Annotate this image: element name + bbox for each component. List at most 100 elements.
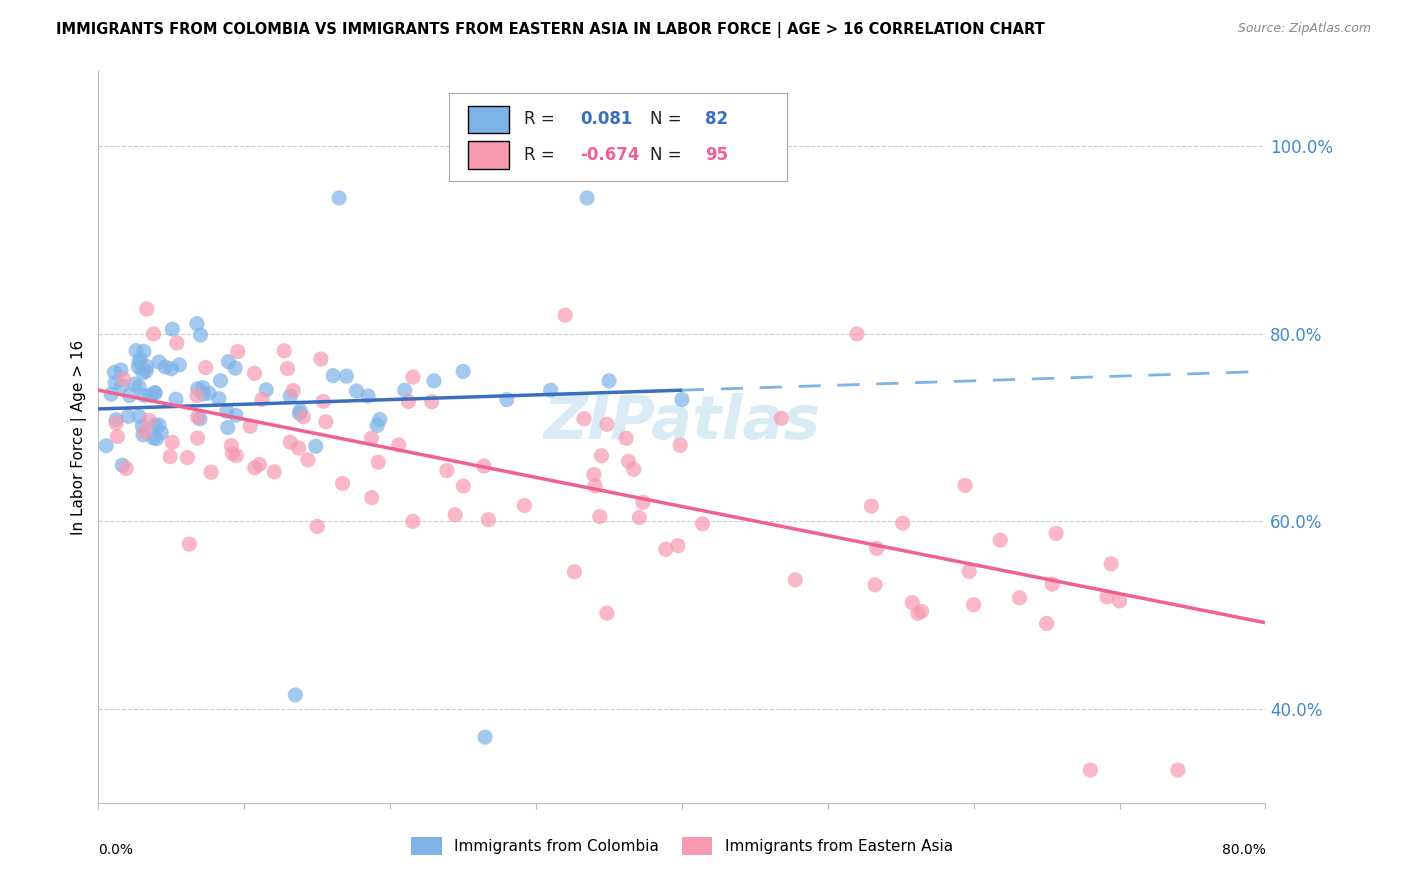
Point bbox=[190, 328, 212, 343]
Point bbox=[596, 606, 619, 620]
Point bbox=[1040, 577, 1063, 591]
Point bbox=[598, 374, 620, 388]
Point bbox=[666, 539, 689, 553]
Point bbox=[226, 344, 249, 359]
Point bbox=[148, 355, 170, 369]
Point bbox=[100, 387, 122, 401]
Text: ZIPatlas: ZIPatlas bbox=[543, 393, 821, 452]
Point bbox=[150, 425, 173, 440]
Point bbox=[278, 435, 301, 450]
Point bbox=[118, 389, 141, 403]
Point bbox=[225, 449, 247, 463]
Point bbox=[254, 383, 277, 397]
Text: N =: N = bbox=[651, 146, 688, 164]
Point bbox=[396, 394, 419, 409]
Point bbox=[367, 455, 389, 469]
Text: 0.0%: 0.0% bbox=[98, 843, 134, 857]
Point bbox=[423, 374, 446, 388]
Point bbox=[388, 438, 411, 452]
Point bbox=[402, 514, 425, 528]
Point bbox=[617, 454, 640, 468]
Point bbox=[135, 364, 157, 378]
Point bbox=[142, 431, 165, 445]
Point bbox=[863, 578, 886, 592]
Point bbox=[112, 372, 135, 386]
FancyBboxPatch shape bbox=[468, 105, 509, 134]
Point bbox=[583, 479, 606, 493]
Text: 80.0%: 80.0% bbox=[1222, 843, 1265, 857]
Point bbox=[110, 363, 132, 377]
Point bbox=[1167, 763, 1189, 777]
Text: R =: R = bbox=[524, 111, 561, 128]
Point bbox=[866, 541, 889, 556]
Point bbox=[436, 464, 458, 478]
Point bbox=[143, 385, 166, 400]
Point bbox=[307, 519, 329, 533]
Point bbox=[111, 378, 134, 392]
Point bbox=[132, 428, 155, 442]
Point bbox=[104, 376, 127, 390]
Y-axis label: In Labor Force | Age > 16: In Labor Force | Age > 16 bbox=[72, 340, 87, 534]
Point bbox=[276, 361, 298, 376]
Point bbox=[582, 467, 605, 482]
Point bbox=[315, 415, 337, 429]
Point bbox=[589, 509, 612, 524]
Point bbox=[142, 326, 165, 341]
Point bbox=[128, 355, 150, 369]
Point bbox=[1099, 557, 1122, 571]
Point bbox=[655, 542, 678, 557]
Point bbox=[135, 301, 157, 316]
Point bbox=[132, 388, 155, 402]
Point bbox=[138, 413, 160, 427]
Point bbox=[162, 435, 184, 450]
Point bbox=[328, 191, 350, 205]
FancyBboxPatch shape bbox=[468, 141, 509, 169]
Point bbox=[145, 432, 167, 446]
Point bbox=[128, 359, 150, 374]
Point bbox=[105, 412, 128, 426]
Point bbox=[453, 479, 475, 493]
Point bbox=[283, 384, 305, 398]
Point bbox=[187, 410, 209, 425]
Point bbox=[669, 438, 692, 452]
Point bbox=[312, 394, 335, 409]
Point bbox=[115, 461, 138, 475]
Point bbox=[628, 510, 651, 524]
Point bbox=[360, 491, 382, 505]
Point bbox=[420, 394, 443, 409]
Point bbox=[136, 359, 159, 374]
Point bbox=[176, 450, 198, 465]
Point bbox=[962, 598, 984, 612]
Point bbox=[188, 411, 211, 425]
Point bbox=[631, 495, 654, 509]
Point bbox=[187, 431, 209, 445]
Point bbox=[770, 411, 793, 425]
Point bbox=[477, 513, 499, 527]
Point bbox=[297, 453, 319, 467]
Point bbox=[290, 403, 312, 417]
Point bbox=[125, 343, 148, 358]
Point bbox=[513, 499, 536, 513]
Point bbox=[107, 429, 129, 443]
Point bbox=[139, 388, 162, 402]
Point bbox=[1095, 590, 1118, 604]
Point bbox=[346, 384, 368, 398]
Point bbox=[1108, 594, 1130, 608]
Point bbox=[194, 360, 217, 375]
Point bbox=[394, 383, 416, 397]
Point bbox=[305, 439, 328, 453]
Point bbox=[209, 374, 232, 388]
Point bbox=[335, 369, 357, 384]
Point bbox=[217, 420, 239, 434]
Point bbox=[846, 326, 869, 341]
Point bbox=[332, 476, 354, 491]
Point bbox=[287, 441, 309, 455]
Point bbox=[129, 352, 152, 367]
Point bbox=[273, 343, 295, 358]
Point bbox=[263, 465, 285, 479]
Point bbox=[143, 386, 166, 401]
Point bbox=[200, 465, 222, 479]
Point bbox=[187, 382, 209, 396]
Point bbox=[165, 392, 187, 407]
Point bbox=[907, 606, 929, 620]
